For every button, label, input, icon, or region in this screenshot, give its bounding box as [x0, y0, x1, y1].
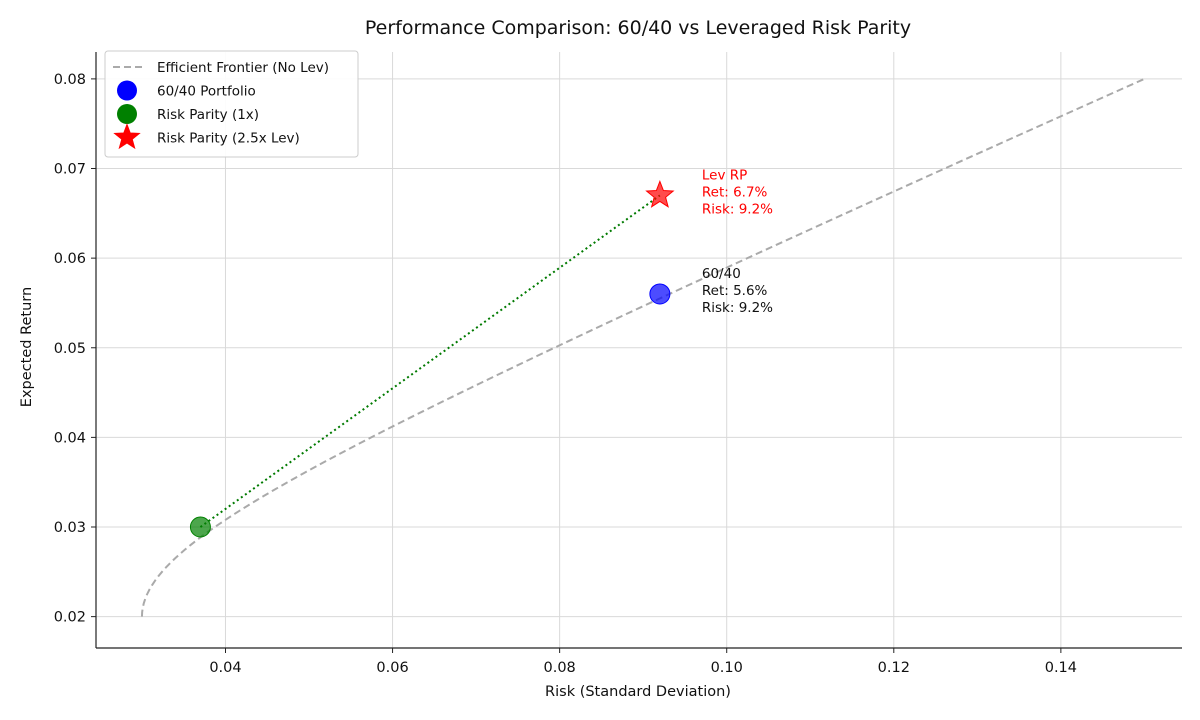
legend-label-2: Risk Parity (1x) [157, 107, 259, 123]
x-tick-label-1: 0.06 [376, 660, 408, 676]
x-tick-label-0: 0.04 [209, 660, 241, 676]
data-points [189, 180, 675, 538]
annotation-p6040-line-0: 60/40 [702, 266, 741, 282]
point-rp1x [189, 516, 211, 538]
x-ticks: 0.04 0.06 0.08 0.10 0.12 0.14 [209, 648, 1077, 676]
y-tick-label-2: 0.04 [54, 430, 86, 446]
legend: Efficient Frontier (No Lev) 60/40 Portfol… [104, 50, 359, 158]
y-ticks: 0.02 0.03 0.04 0.05 0.06 0.07 0.08 [54, 72, 96, 626]
x-tick-label-3: 0.10 [711, 660, 743, 676]
y-tick-label-6: 0.08 [54, 72, 86, 88]
chart-title: Performance Comparison: 60/40 vs Leverag… [365, 17, 911, 39]
y-tick-label-5: 0.07 [54, 162, 86, 178]
annotation-rplev-line-0: Lev RP [702, 167, 747, 183]
legend-label-0: Efficient Frontier (No Lev) [157, 60, 329, 76]
point-p6040 [649, 283, 671, 305]
y-tick-label-4: 0.06 [54, 251, 86, 267]
legend-marker-2 [117, 104, 137, 124]
annotation-p6040-line-1: Ret: 5.6% [702, 283, 768, 299]
x-axis-label: Risk (Standard Deviation) [545, 684, 731, 700]
annotation-rplev-line-1: Ret: 6.7% [702, 184, 768, 200]
legend-box [104, 50, 359, 158]
leverage-line-path [199, 194, 661, 528]
grid-lines [96, 52, 1182, 648]
legend-marker-3 [113, 123, 141, 150]
legend-label-1: 60/40 Portfolio [157, 84, 256, 100]
y-tick-label-1: 0.03 [54, 520, 86, 536]
leverage-line [199, 194, 661, 528]
y-tick-label-0: 0.02 [54, 610, 86, 626]
annotation-p6040-line-2: Risk: 9.2% [702, 300, 773, 316]
legend-label-3: Risk Parity (2.5x Lev) [157, 131, 300, 147]
y-tick-label-3: 0.05 [54, 341, 86, 357]
point-rplev [645, 180, 675, 208]
annotation-rplev-line-2: Risk: 9.2% [702, 201, 773, 217]
x-tick-label-2: 0.08 [543, 660, 575, 676]
y-axis-label: Expected Return [19, 287, 35, 407]
x-tick-label-4: 0.12 [878, 660, 910, 676]
legend-marker-1 [117, 80, 137, 101]
axes [95, 52, 1182, 649]
x-tick-label-5: 0.14 [1045, 660, 1077, 676]
